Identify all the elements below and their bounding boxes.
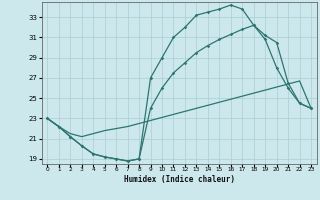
X-axis label: Humidex (Indice chaleur): Humidex (Indice chaleur) bbox=[124, 175, 235, 184]
